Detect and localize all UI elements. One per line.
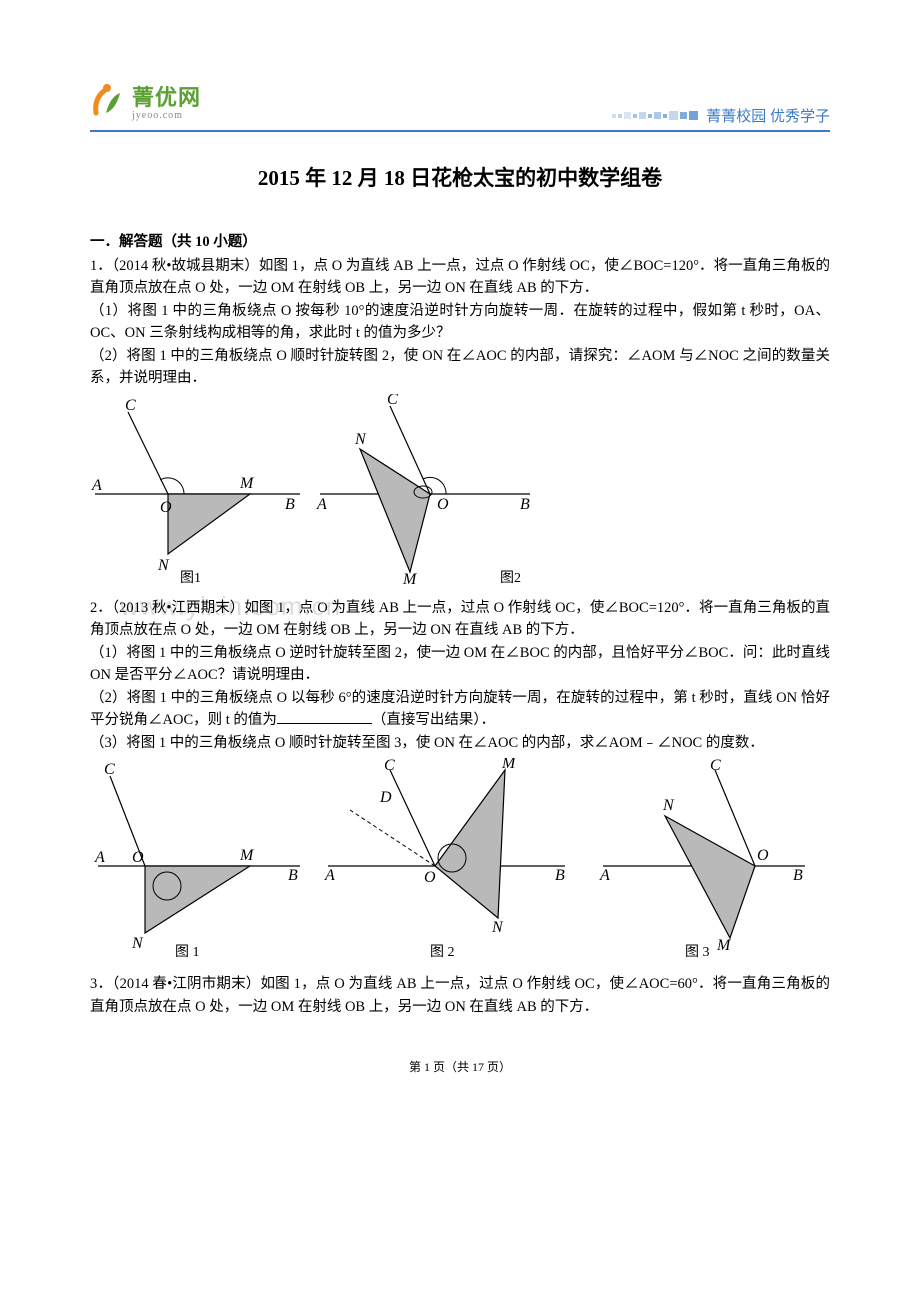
svg-text:N: N [157, 557, 170, 574]
q3-stem: 3．（2014 春•江阴市期末）如图 1，点 O 为直线 AB 上一点，过点 O… [90, 973, 830, 1018]
svg-text:B: B [793, 867, 803, 884]
logo-text-cn: 菁优网 [132, 80, 201, 112]
q2-stem: 2．（2013 秋•江西期末）如图 1，点 O 为直线 AB 上一点，过点 O … [90, 597, 830, 642]
svg-text:C: C [125, 397, 136, 414]
svg-text:M: M [239, 847, 255, 864]
svg-text:B: B [288, 867, 298, 884]
svg-text:C: C [384, 758, 395, 774]
q1-figures: C A O M B N 图1 C A N [90, 394, 830, 589]
svg-text:O: O [757, 847, 769, 864]
q2-figures: C A O M B N 图 1 C D M A O [90, 758, 830, 963]
header-slogan: 菁菁校园 优秀学子 [706, 105, 830, 126]
svg-text:A: A [316, 496, 327, 513]
q2-p3: （3）将图 1 中的三角板绕点 O 顺时针旋转至图 3，使 ON 在∠AOC 的… [90, 732, 830, 754]
page-title: 2015 年 12 月 18 日花枪太宝的初中数学组卷 [90, 162, 830, 192]
q1-fig1-caption: 图1 [180, 571, 201, 584]
svg-text:B: B [520, 496, 530, 513]
header-banner: 菁优网 jyeoo.com 菁菁校园 优秀学子 [90, 70, 830, 132]
q2-p2b: （直接写出结果）． [372, 712, 495, 728]
q1-p1: （1）将图 1 中的三角板绕点 O 按每秒 10°的速度沿逆时针方向旋转一周．在… [90, 300, 830, 345]
svg-text:B: B [555, 867, 565, 884]
q1-stem: 1．（2014 秋•故城县期末）如图 1，点 O 为直线 AB 上一点，过点 O… [90, 255, 830, 300]
q2-p1: （1）将图 1 中的三角板绕点 O 逆时针旋转至图 2，使一边 OM 在∠BOC… [90, 642, 830, 687]
svg-text:A: A [94, 849, 105, 866]
svg-text:C: C [710, 758, 721, 774]
logo: 菁优网 jyeoo.com [90, 80, 201, 121]
q1-fig2-caption: 图2 [500, 571, 521, 584]
svg-text:图 2: 图 2 [430, 945, 455, 958]
svg-text:图 3: 图 3 [685, 945, 710, 958]
svg-text:M: M [716, 937, 732, 954]
svg-text:M: M [239, 475, 255, 492]
svg-text:C: C [387, 394, 398, 408]
svg-text:M: M [501, 758, 517, 772]
svg-text:N: N [131, 935, 144, 952]
page-footer: 第 1 页（共 17 页） [90, 1058, 830, 1075]
svg-text:A: A [599, 867, 610, 884]
svg-text:N: N [354, 431, 367, 448]
svg-text:D: D [379, 789, 392, 806]
q1-p2: （2）将图 1 中的三角板绕点 O 顺时针旋转图 2，使 ON 在∠AOC 的内… [90, 345, 830, 390]
svg-text:N: N [662, 797, 675, 814]
svg-text:A: A [324, 867, 335, 884]
svg-text:M: M [402, 571, 418, 584]
svg-text:O: O [437, 496, 449, 513]
q2-p2: （2）将图 1 中的三角板绕点 O 以每秒 6°的速度沿逆时针方向旋转一周，在旋… [90, 687, 830, 732]
svg-text:B: B [285, 496, 295, 513]
svg-text:C: C [104, 761, 115, 778]
q2-blank [277, 710, 372, 725]
svg-text:O: O [424, 869, 436, 886]
header-right: 菁菁校园 优秀学子 [612, 105, 830, 126]
section-heading: 一．解答题（共 10 小题） [90, 230, 830, 251]
svg-text:图 1: 图 1 [175, 945, 200, 958]
svg-text:N: N [491, 919, 504, 936]
svg-text:A: A [91, 477, 102, 494]
svg-text:O: O [160, 499, 172, 516]
svg-text:O: O [132, 849, 144, 866]
logo-icon [90, 83, 128, 121]
